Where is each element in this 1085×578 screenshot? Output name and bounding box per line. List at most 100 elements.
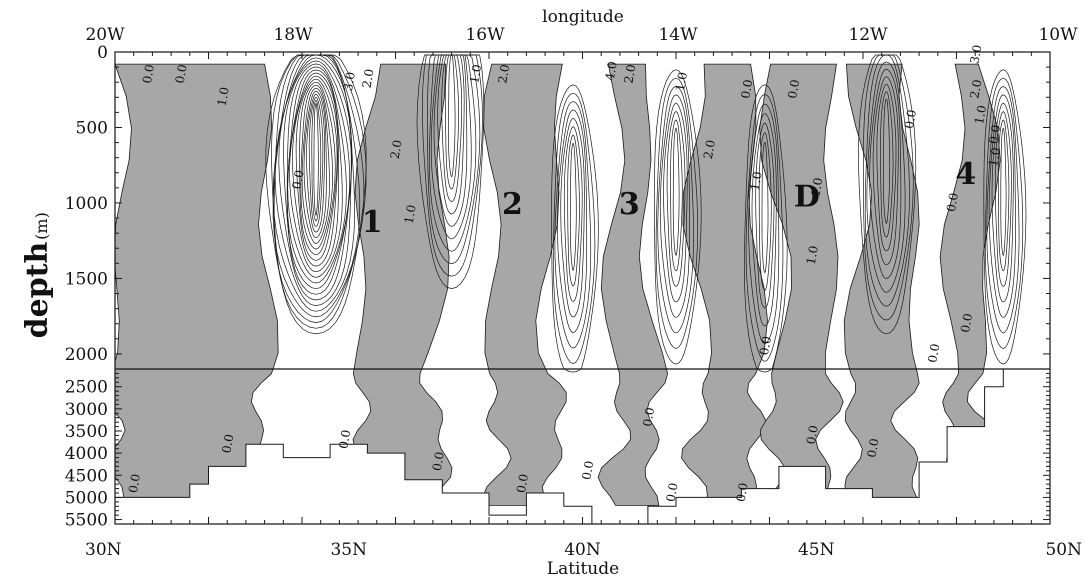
top-tick-label: 12W [848, 25, 888, 45]
tick-label-layer: 20W 18W 16W 14W 12W 10W 30N 35N 40N 45N 50N 0 500 100… [65, 25, 1082, 560]
y-axis-unit: (m) [32, 212, 51, 240]
contour-value-label: 0.0 [640, 406, 657, 427]
contour-line [858, 54, 917, 335]
contour-line [659, 94, 690, 318]
contour-line [278, 57, 353, 301]
depth-tick-label: 5500 [65, 511, 108, 531]
contour-line [448, 54, 456, 178]
depth-tick-label: 0 [97, 43, 108, 63]
contour-value-label: 0.0 [336, 429, 353, 450]
depth-tick-label: 2000 [65, 345, 108, 365]
contour-line [563, 126, 583, 302]
depth-tick-label: 4000 [65, 444, 108, 464]
contour-line [311, 99, 322, 222]
contour-value-label: 4.0 [603, 60, 620, 81]
contour-line [554, 101, 592, 349]
shaded-band [352, 63, 453, 506]
contour-line [567, 134, 580, 287]
contour-line [299, 81, 336, 256]
contour-line [988, 94, 1016, 318]
contour-line [985, 77, 1024, 349]
contour-value-label: 0.0 [173, 63, 190, 84]
contour-line-layer [265, 54, 1027, 373]
top-tick-label: 10W [1038, 25, 1078, 45]
contour-line [751, 113, 777, 327]
contour-line [863, 54, 914, 321]
contour-line [657, 86, 694, 334]
bottom-tick-label: 30N [85, 540, 122, 560]
contour-line [864, 54, 910, 307]
contour-value-label: 0.0 [664, 482, 681, 503]
contour-value-label: 2.0 [388, 139, 405, 160]
contour-value-label: 2.0 [360, 68, 377, 89]
contour-line [289, 72, 339, 273]
contour-line [654, 69, 702, 365]
contour-value-label: 0.0 [126, 473, 143, 494]
bottom-tick-label: 50N [1045, 540, 1082, 560]
depth-tick-label: 3000 [65, 400, 108, 420]
contour-value-label: 0.0 [804, 424, 821, 445]
contour-line [273, 54, 365, 323]
contour-line [748, 103, 780, 345]
contour-value-label: 1.0 [402, 204, 419, 225]
contour-line [663, 102, 688, 303]
contour-line [303, 90, 327, 239]
contour-line [869, 68, 902, 279]
depth-tick-label: 1000 [65, 194, 108, 214]
contour-value-label: 0.0 [944, 192, 961, 213]
depth-tick-label: 3500 [65, 422, 108, 442]
eddy-label-3: 3 [619, 187, 640, 222]
contour-line [292, 75, 339, 267]
contour-line [991, 102, 1014, 303]
contour-value-label: 0.0 [290, 169, 307, 190]
depth-tick-label: 4500 [65, 466, 108, 486]
bottom-tick-label: 35N [330, 540, 367, 560]
contour-line [308, 96, 324, 227]
depth-tick-label: 500 [76, 118, 108, 138]
contour-line [876, 83, 897, 252]
shaded-band [597, 63, 669, 506]
contour-value-label: 1.0 [986, 146, 1003, 167]
contour-line [295, 78, 338, 261]
contour-value-label: 3.0 [967, 44, 984, 65]
contour-value-label: 0.0 [785, 78, 802, 99]
contour-line [745, 94, 784, 362]
contour-line [286, 66, 347, 284]
shaded-region-layer [115, 63, 1001, 506]
contour-line [557, 109, 588, 333]
contour-value-label: 1.0 [808, 177, 825, 198]
contour-value-label: 0.0 [986, 124, 1003, 145]
eddy-label-4: 4 [955, 157, 976, 192]
bottom-axis-title: Latitude [547, 559, 619, 578]
contour-line [274, 54, 352, 306]
contour-value-label: 0.0 [865, 437, 882, 458]
contour-line [997, 119, 1010, 272]
top-tick-label: 14W [658, 25, 698, 45]
contour-line [272, 54, 361, 318]
contour-line [313, 102, 319, 216]
contour-value-label: 2.0 [621, 63, 638, 84]
shaded-band [759, 63, 844, 506]
contour-line [655, 77, 699, 349]
contour-line [552, 92, 596, 364]
contour-line [758, 132, 772, 291]
contour-line [744, 84, 788, 373]
top-tick-label: 18W [273, 25, 313, 45]
contour-line [306, 93, 325, 233]
contour-line [416, 54, 485, 289]
contour-value-label: 1.0 [804, 245, 821, 266]
depth-tick-label: 2500 [65, 378, 108, 398]
y-axis-title: depth [20, 241, 55, 338]
contour-value-label: 2.0 [967, 78, 984, 99]
contour-value-label: 1.0 [215, 86, 232, 107]
contour-line [986, 86, 1020, 334]
contour-value-label: 2.0 [701, 139, 718, 160]
contour-line [872, 76, 899, 266]
eddy-label-layer: 1 2 3 D 4 [362, 157, 977, 240]
contour-value-label: 2.0 [495, 63, 512, 84]
eddy-label-2: 2 [502, 187, 523, 222]
contour-value-label: 0.0 [958, 312, 975, 333]
contour-line [560, 117, 585, 318]
eddy-label-d: D [794, 179, 820, 214]
